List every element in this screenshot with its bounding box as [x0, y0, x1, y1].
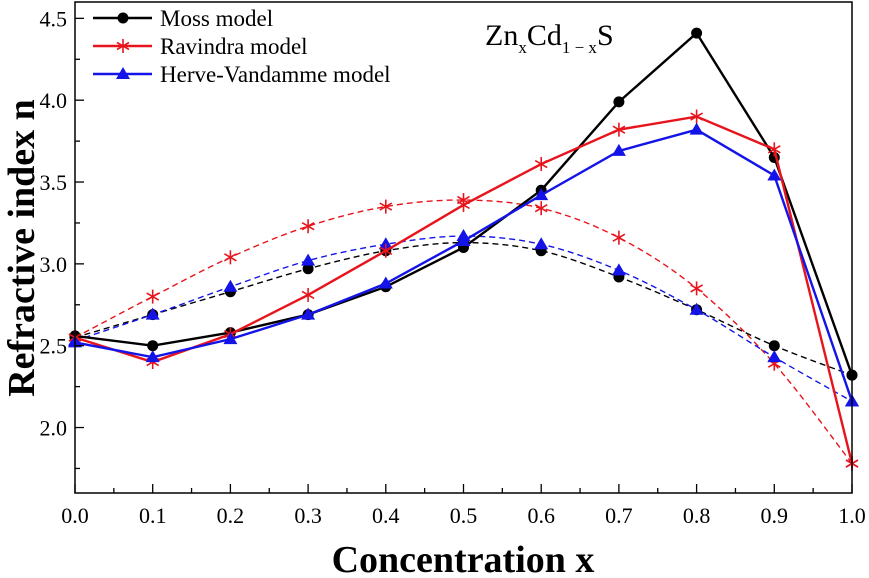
- data-point: [145, 350, 160, 363]
- data-point: [147, 340, 159, 352]
- legend: Moss model Ravindra model Herve-Vandamme m…: [93, 6, 391, 87]
- series-ravindra-model: [68, 109, 859, 471]
- y-tick-label: 4.0: [40, 88, 68, 113]
- data-point: [534, 237, 549, 250]
- data-point: [767, 350, 782, 363]
- series-herve-vandamme-model: [68, 122, 859, 407]
- x-tick-label: 0.9: [761, 503, 789, 528]
- data-point: [611, 143, 626, 156]
- y-axis-label: Refractive index n: [1, 99, 43, 397]
- data-point: [223, 332, 238, 345]
- data-point: [689, 302, 704, 315]
- x-tick-label: 0.3: [294, 503, 322, 528]
- data-point: [301, 307, 316, 320]
- data-point: [302, 263, 314, 275]
- series-line: [74, 115, 854, 464]
- data-point: [379, 243, 393, 258]
- data-point: [691, 27, 703, 39]
- x-tick-label: 0.8: [683, 503, 711, 528]
- data-point: [690, 109, 704, 124]
- data-point: [301, 219, 315, 234]
- data-point: [612, 230, 626, 245]
- y-tick-label: 4.5: [40, 6, 68, 31]
- legend-label: Moss model: [160, 6, 273, 31]
- x-tick-label: 0.5: [450, 503, 478, 528]
- x-tick-label: 0.6: [527, 503, 555, 528]
- legend-marker: [117, 12, 129, 24]
- data-point: [534, 201, 548, 216]
- data-point: [301, 287, 315, 302]
- data-point: [378, 237, 393, 250]
- x-tick-label: 0.0: [61, 503, 89, 528]
- series-line: [74, 241, 853, 376]
- data-point: [768, 340, 780, 352]
- data-point: [534, 157, 548, 172]
- x-tick-label: 0.7: [605, 503, 633, 528]
- series-moss-model-dashed-: [69, 237, 858, 381]
- y-tick-label: 2.5: [40, 334, 68, 359]
- data-point: [457, 197, 470, 212]
- data-point: [378, 276, 393, 289]
- legend-marker: [116, 39, 130, 53]
- data-point: [690, 281, 704, 296]
- y-tick-label: 3.5: [40, 170, 68, 195]
- axis-ticks: 0.0 0.1 0.2 0.3 0.4 0.5 0.6 0.7 0.8 0.9 1.0 2.0 2.5 3…: [40, 6, 866, 528]
- data-point: [456, 233, 471, 246]
- series-herve-vandamme-model-dashed-: [68, 229, 859, 407]
- x-tick-label: 0.1: [139, 503, 167, 528]
- data-point: [534, 188, 549, 201]
- data-point: [612, 122, 626, 137]
- x-tick-label: 0.4: [372, 503, 400, 528]
- data-point: [379, 199, 393, 214]
- data-point: [767, 168, 782, 181]
- data-point: [611, 263, 626, 276]
- data-point: [223, 279, 238, 292]
- legend-marker: [116, 67, 130, 79]
- y-tick-label: 3.0: [40, 252, 68, 277]
- legend-label: Herve-Vandamme model: [160, 62, 391, 87]
- x-tick-label: 1.0: [838, 503, 866, 528]
- data-point: [146, 289, 160, 304]
- data-point: [613, 96, 625, 108]
- x-axis-label: Concentration x: [332, 539, 595, 578]
- legend-label: Ravindra model: [160, 34, 308, 59]
- composition-annotation: ZnxCd1 − xS: [485, 19, 614, 57]
- y-tick-label: 2.0: [40, 416, 68, 441]
- series-line: [74, 235, 853, 402]
- x-tick-label: 0.2: [217, 503, 245, 528]
- data-point: [767, 142, 781, 157]
- data-point: [689, 122, 704, 135]
- data-point: [223, 250, 237, 265]
- data-point: [145, 307, 160, 320]
- data-point: [301, 253, 316, 266]
- series-line: [74, 128, 854, 402]
- series-layer: [68, 27, 859, 471]
